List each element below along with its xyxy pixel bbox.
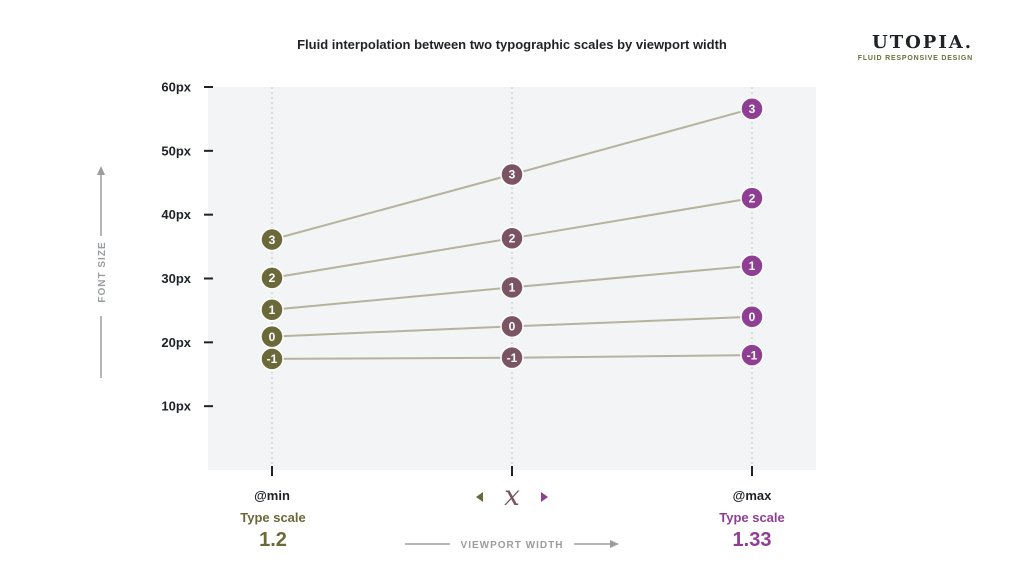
- series-3-point-label-1: 3: [509, 168, 516, 182]
- x-axis-caption: VIEWPORT WIDTH: [405, 540, 619, 551]
- brand-tagline: FLUID RESPONSIVE DESIGN: [858, 55, 973, 62]
- min-type-scale-caption: Type scale: [240, 510, 306, 525]
- series--1-point-0: [260, 347, 284, 371]
- triangle-left-icon: [476, 492, 483, 502]
- series-0-point-1: [500, 314, 524, 339]
- series-3-point-0: [260, 227, 284, 252]
- triangle-right-icon: [541, 492, 548, 502]
- viewport-x-indicator: x: [476, 479, 548, 512]
- y-tick-label-1: 50px: [161, 143, 191, 158]
- series-3-point-label-2: 3: [749, 102, 756, 116]
- y-axis-label: FONT SIZE: [97, 241, 108, 302]
- series-1-point-2: [740, 253, 764, 278]
- brand-logo: UTOPIA. FLUID RESPONSIVE DESIGN: [858, 32, 973, 62]
- series--1-point-label-0: -1: [267, 352, 278, 366]
- y-axis: 60px 50px 40px 30px 20px 10px: [161, 80, 213, 414]
- series-2-point-label-0: 2: [269, 271, 276, 285]
- series-1-point-0: [260, 298, 284, 322]
- series--1-point-1: [500, 345, 524, 370]
- series--1-point-label-1: -1: [507, 351, 518, 365]
- series-3-point-1: [500, 162, 524, 187]
- series--1-point-label-2: -1: [747, 348, 758, 362]
- min-scale-info: @min Type scale 1.2: [240, 488, 306, 551]
- y-axis-caption: FONT SIZE: [97, 166, 108, 378]
- y-tick-label-3: 30px: [161, 271, 191, 286]
- series-3-point-2: [740, 96, 764, 121]
- max-type-scale-value: 1.33: [733, 529, 772, 551]
- x-variable-symbol: x: [504, 479, 520, 512]
- series-0-point-label-2: 0: [749, 310, 756, 324]
- series-2-point-label-1: 2: [509, 231, 516, 245]
- y-tick-label-2: 40px: [161, 207, 191, 222]
- series-2-point-2: [740, 186, 764, 210]
- arrow-right-icon: [610, 540, 619, 548]
- series--1-point-2: [740, 343, 764, 367]
- series-2-point-0: [260, 266, 284, 290]
- series-0-point-2: [740, 305, 764, 329]
- series-2-point-1: [500, 226, 524, 251]
- max-scale-info: @max Type scale 1.33: [719, 488, 785, 551]
- chart-title: Fluid interpolation between two typograp…: [297, 37, 727, 52]
- series-2-point-label-2: 2: [749, 191, 756, 205]
- min-type-scale-value: 1.2: [259, 529, 287, 551]
- series-1-point-1: [500, 275, 524, 300]
- x-axis-label: VIEWPORT WIDTH: [461, 540, 564, 551]
- max-type-scale-caption: Type scale: [719, 510, 785, 525]
- min-label: @min: [254, 488, 290, 503]
- x-axis: [271, 466, 753, 476]
- y-tick-label-4: 20px: [161, 335, 191, 350]
- series-3-point-label-0: 3: [269, 233, 276, 247]
- series-1-point-label-2: 1: [749, 259, 756, 273]
- series-0-point-label-0: 0: [269, 330, 276, 344]
- series-1-point-label-1: 1: [509, 281, 516, 295]
- series-1-point-label-0: 1: [269, 303, 276, 317]
- series-0-point-label-1: 0: [509, 320, 516, 334]
- max-label: @max: [733, 488, 772, 503]
- brand-name: UTOPIA.: [872, 32, 973, 53]
- series-markers: 3 3 3 2 2 2 1 1 1 0 0 0 -1 -1 -1: [260, 96, 764, 371]
- y-tick-label-0: 60px: [161, 80, 191, 95]
- arrow-up-icon: [97, 166, 105, 175]
- y-tick-label-5: 10px: [161, 399, 191, 414]
